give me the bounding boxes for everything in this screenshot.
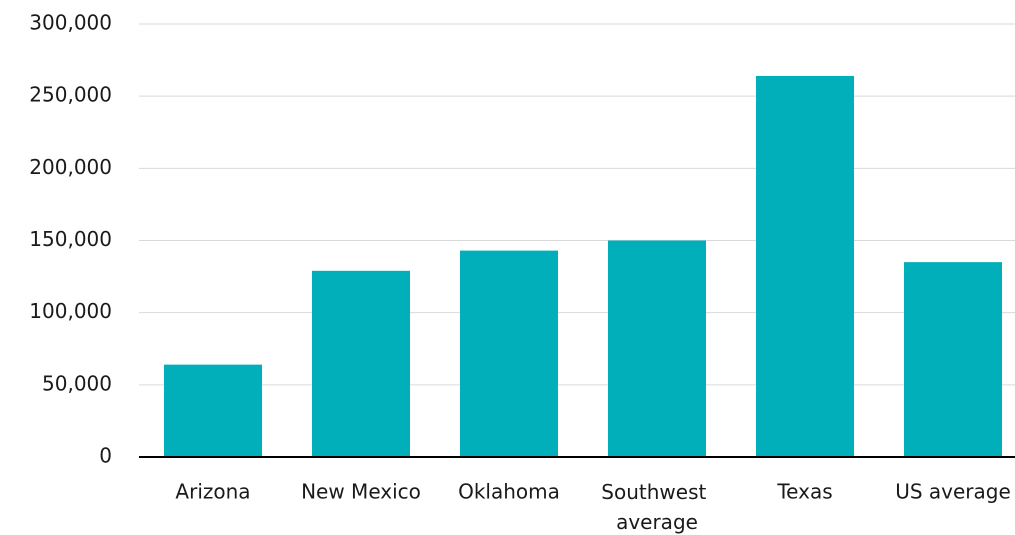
bar: [904, 262, 1002, 457]
bar: [608, 240, 706, 457]
x-tick-label: Southwest average: [601, 480, 712, 534]
x-tick-label: New Mexico: [301, 480, 421, 504]
bar: [756, 75, 854, 458]
y-tick-label: 0: [99, 444, 112, 468]
y-tick-label: 250,000: [29, 83, 112, 107]
x-tick-label: Oklahoma: [458, 480, 560, 504]
y-tick-label: 200,000: [29, 155, 112, 179]
bar: [164, 364, 262, 457]
x-tick-label: Texas: [776, 480, 832, 504]
y-tick-label: 150,000: [29, 227, 112, 251]
bar: [312, 270, 410, 457]
y-tick-label: 100,000: [29, 299, 112, 323]
y-tick-label: 300,000: [29, 11, 112, 35]
bar: [460, 250, 558, 457]
x-tick-label: US average: [895, 480, 1011, 504]
x-tick-label: Arizona: [175, 480, 250, 504]
y-tick-label: 50,000: [42, 371, 112, 395]
